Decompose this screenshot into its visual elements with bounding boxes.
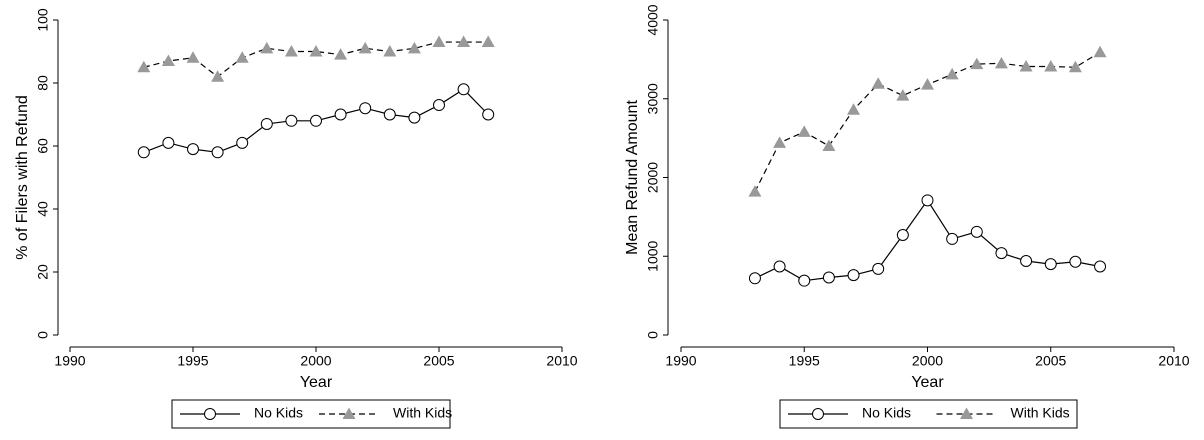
y-tick-label: 100 xyxy=(35,8,51,32)
data-point xyxy=(334,108,347,121)
x-tick-label: 2005 xyxy=(1035,353,1066,369)
data-point xyxy=(186,51,200,63)
data-point xyxy=(457,35,471,48)
y-tick-label: 2000 xyxy=(645,162,661,193)
x-tick-label: 2000 xyxy=(300,353,331,369)
data-point xyxy=(896,89,910,101)
data-point xyxy=(847,103,861,115)
data-point xyxy=(260,41,274,54)
data-point xyxy=(211,70,225,82)
x-tick-label: 2010 xyxy=(1158,353,1189,369)
data-point xyxy=(432,35,446,48)
data-point xyxy=(482,108,495,121)
data-point xyxy=(457,83,470,96)
data-point xyxy=(481,35,495,48)
data-point xyxy=(334,48,348,60)
data-point xyxy=(822,139,836,151)
series-line xyxy=(754,51,1101,192)
data-point xyxy=(260,117,273,130)
y-axis-label: Mean Refund Amount xyxy=(624,100,641,255)
data-point xyxy=(433,99,445,112)
data-point xyxy=(946,232,959,245)
data-point xyxy=(994,56,1008,69)
data-point xyxy=(407,41,421,54)
data-point xyxy=(310,114,322,127)
data-point xyxy=(383,108,396,121)
data-point xyxy=(383,45,397,57)
data-point xyxy=(137,60,151,73)
data-point xyxy=(137,146,150,159)
data-point xyxy=(871,77,885,89)
data-point xyxy=(1068,60,1082,73)
y-tick-label: 40 xyxy=(35,201,51,217)
y-tick-label: 3000 xyxy=(645,83,661,114)
x-tick-label: 2010 xyxy=(546,353,577,369)
data-point xyxy=(748,185,762,197)
y-tick-label: 0 xyxy=(35,331,51,339)
legend-marker xyxy=(960,407,973,419)
data-point xyxy=(284,45,298,57)
y-tick-label: 80 xyxy=(35,75,51,91)
data-point xyxy=(1044,59,1058,72)
y-tick-label: 20 xyxy=(35,264,51,280)
data-point xyxy=(872,262,885,275)
data-point xyxy=(797,125,811,137)
data-point xyxy=(408,111,421,124)
y-axis-label: % of Filers with Refund xyxy=(14,95,31,260)
data-point xyxy=(1094,260,1107,273)
x-tick-label: 2005 xyxy=(423,353,454,369)
y-tick-label: 0 xyxy=(645,331,661,339)
data-point xyxy=(921,194,934,207)
data-point xyxy=(970,57,984,70)
data-point xyxy=(285,114,298,127)
data-point xyxy=(798,274,811,287)
data-point xyxy=(847,269,860,282)
data-point xyxy=(773,136,787,148)
legend-label: With Kids xyxy=(1011,405,1070,421)
x-tick-label: 1995 xyxy=(177,353,208,369)
legend-label: No Kids xyxy=(254,405,303,421)
data-point xyxy=(995,247,1008,260)
x-axis-label: Year xyxy=(300,374,333,391)
data-point xyxy=(945,67,959,80)
data-point xyxy=(161,54,175,66)
data-point xyxy=(1019,59,1033,72)
legend-marker xyxy=(204,408,216,420)
data-point xyxy=(1044,258,1057,271)
legend-marker xyxy=(812,408,824,420)
data-point xyxy=(896,228,909,241)
x-tick-label: 1990 xyxy=(54,353,85,369)
y-tick-label: 4000 xyxy=(645,4,661,35)
data-point xyxy=(359,102,372,115)
legend-marker xyxy=(342,407,356,419)
data-point xyxy=(309,45,323,57)
data-point xyxy=(1093,45,1107,58)
x-tick-label: 1995 xyxy=(789,353,820,369)
data-point xyxy=(235,51,249,63)
data-point xyxy=(822,271,835,284)
data-point xyxy=(1020,254,1033,267)
x-axis-label: Year xyxy=(911,374,944,391)
data-point xyxy=(187,143,199,156)
y-tick-label: 1000 xyxy=(645,240,661,271)
data-point xyxy=(921,78,934,90)
data-point xyxy=(1069,255,1082,268)
legend-label: With Kids xyxy=(393,405,452,421)
data-point xyxy=(211,146,224,159)
data-point xyxy=(162,136,175,149)
x-tick-label: 2000 xyxy=(912,353,943,369)
data-point xyxy=(970,225,983,238)
data-point xyxy=(236,136,249,149)
x-tick-label: 1990 xyxy=(665,353,696,369)
data-point xyxy=(773,260,786,273)
data-point xyxy=(748,272,761,285)
data-point xyxy=(358,41,372,54)
y-tick-label: 60 xyxy=(35,138,51,154)
series-line xyxy=(143,41,489,78)
legend-label: No Kids xyxy=(862,405,911,421)
